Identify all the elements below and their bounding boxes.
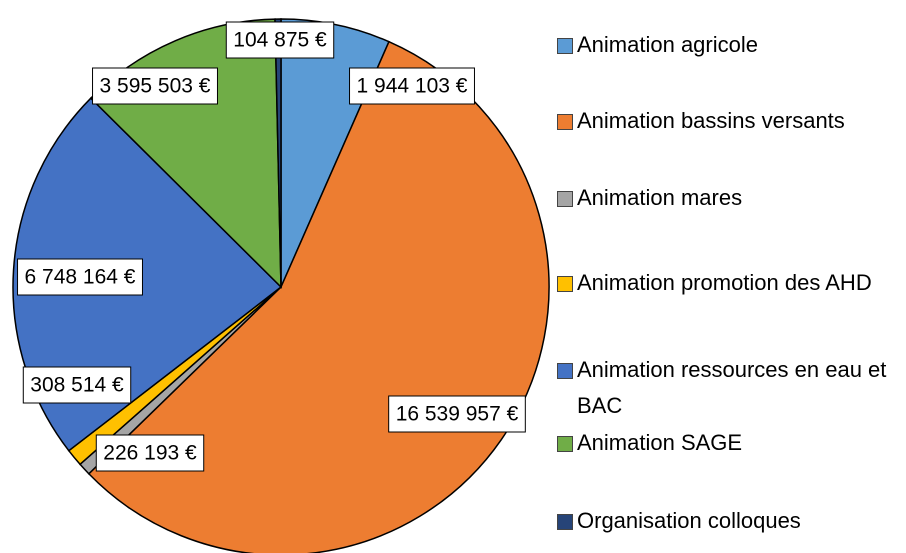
legend-item: Animation agricole (557, 27, 897, 63)
pie-slice (12, 97, 283, 452)
data-label: 16 539 957 € (388, 395, 526, 433)
data-label-text: 16 539 957 € (396, 403, 519, 426)
legend-swatch (557, 38, 573, 54)
data-label: 104 875 € (225, 21, 335, 59)
legend-swatch (557, 436, 573, 452)
legend-item: Animation SAGE (557, 425, 897, 461)
data-label-text: 1 944 103 € (357, 75, 468, 98)
legend-label: Animation agricole (577, 32, 758, 57)
data-label-box (92, 67, 218, 105)
legend-swatch (557, 363, 573, 379)
legend-swatch (557, 114, 573, 130)
legend-label: Animation ressources en eau et BAC (577, 357, 887, 418)
data-label-box (17, 258, 143, 296)
legend-swatch (557, 514, 573, 530)
legend-label: Animation mares (577, 185, 743, 210)
data-label-text: 104 875 € (233, 29, 327, 52)
data-label: 308 514 € (22, 366, 132, 404)
legend-item: Animation bassins versants (557, 103, 897, 139)
data-label-box (95, 434, 205, 472)
legend-item: Animation mares (557, 180, 897, 216)
legend-label: Animation bassins versants (577, 108, 845, 133)
data-label: 3 595 503 € (92, 67, 218, 105)
data-label-text: 6 748 164 € (25, 266, 136, 289)
data-label: 6 748 164 € (17, 258, 143, 296)
legend-item: Animation promotion des AHD (557, 265, 897, 301)
legend-swatch (557, 276, 573, 292)
legend-item: Animation ressources en eau et BAC (557, 352, 897, 424)
legend-label: Organisation colloques (577, 508, 801, 533)
data-label-box (225, 21, 335, 59)
legend-swatch (557, 191, 573, 207)
data-label-box (349, 67, 475, 105)
legend-label: Animation promotion des AHD (577, 270, 872, 295)
data-label: 226 193 € (95, 434, 205, 472)
data-label-box (22, 366, 132, 404)
data-label: 1 944 103 € (349, 67, 475, 105)
data-label-box (388, 395, 526, 433)
legend-item: Organisation colloques (557, 503, 897, 539)
data-label-text: 308 514 € (30, 374, 124, 397)
data-label-text: 3 595 503 € (100, 75, 211, 98)
pie-slice (274, 18, 282, 288)
legend-label: Animation SAGE (577, 430, 743, 455)
data-label-text: 226 193 € (103, 442, 197, 465)
